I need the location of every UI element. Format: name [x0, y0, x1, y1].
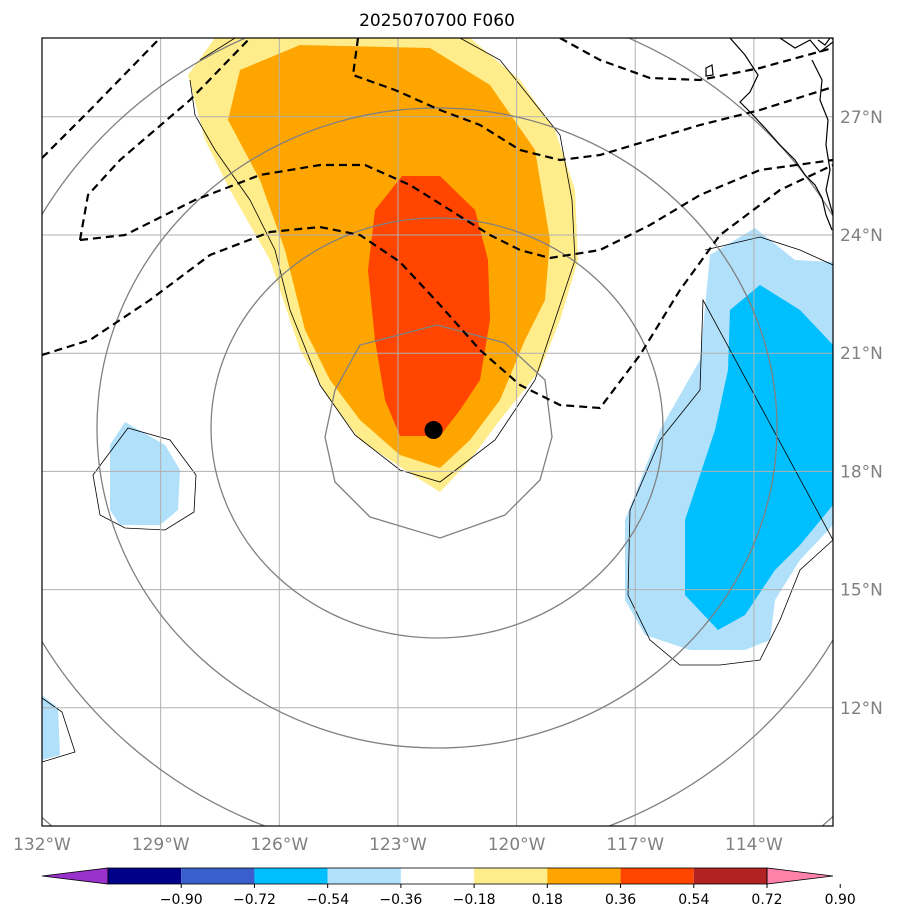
- range-ring-1: [324, 324, 553, 539]
- colorbar-tick-label: 0.72: [751, 892, 782, 908]
- range-ring-3: [96, 107, 778, 749]
- lon-tick-label: 114°W: [725, 835, 783, 855]
- colorbar-tick-label: −0.36: [379, 892, 422, 908]
- lon-tick-label: 126°W: [250, 835, 308, 855]
- lon-tick-label: 132°W: [13, 835, 71, 855]
- coastline: [705, 38, 833, 231]
- colorbar-segment: [474, 868, 548, 884]
- positive-anomaly-shading: [188, 38, 578, 492]
- colorbar-tick-label: −0.54: [306, 892, 349, 908]
- shade-0.54-0.72: [368, 176, 490, 436]
- lat-tick-label: 18°N: [840, 462, 883, 482]
- colorbar-extend-max: [766, 867, 834, 885]
- colorbar-segment: [547, 868, 621, 884]
- colorbar-tick-label: −0.72: [233, 892, 276, 908]
- lat-tick-label: 12°N: [840, 699, 883, 719]
- storm-center-marker: [424, 421, 443, 440]
- dashed-contours: [42, 38, 833, 410]
- longitude-labels: 132°W 129°W 126°W 123°W 120°W 117°W 114°W: [13, 835, 783, 855]
- colorbar-segment: [400, 868, 475, 884]
- colorbar-segment: [327, 868, 401, 884]
- coastline-mainland: [779, 38, 833, 216]
- lon-tick-label: 123°W: [369, 835, 427, 855]
- colorbar-segment: [181, 868, 255, 884]
- negative-outline-west: [92, 427, 197, 531]
- lat-tick-label: 27°N: [840, 108, 883, 128]
- dashed-contour-1: [42, 38, 161, 159]
- anomaly-outline-contours: [42, 38, 833, 763]
- range-ring-2: [210, 217, 664, 639]
- colorbar: −0.90 −0.72 −0.54 −0.36 −0.18 0.18 0.36 0.54 0.7…: [41, 867, 856, 908]
- shade-neg-0.36-0.54-east: [685, 285, 833, 630]
- colorbar-extend-min: [41, 867, 109, 885]
- coastline-island: [705, 64, 714, 77]
- colorbar-tick-label: 0.36: [605, 892, 636, 908]
- colorbar-segment: [108, 868, 182, 884]
- lon-tick-label: 117°W: [606, 835, 664, 855]
- shade-neg-0.18-0.36-corner: [42, 695, 60, 760]
- colorbar-segment: [254, 868, 328, 884]
- positive-outline: [189, 38, 576, 483]
- lon-tick-label: 120°W: [488, 835, 546, 855]
- lat-tick-label: 24°N: [840, 226, 883, 246]
- colorbar-tick-label: 0.18: [532, 892, 563, 908]
- gridlines: [42, 38, 833, 826]
- colorbar-tick-label: 0.54: [678, 892, 709, 908]
- coastline-baja: [729, 38, 833, 231]
- negative-anomaly-shading: [42, 228, 833, 760]
- colorbar-outline: [107, 867, 768, 885]
- negative-outline-east: [627, 236, 833, 666]
- negative-outline-corner: [42, 697, 76, 763]
- colorbar-tick-label: 0.90: [825, 892, 856, 908]
- shade-neg-0.18-0.36-west: [110, 422, 180, 525]
- colorbar-segment: [620, 868, 694, 884]
- latitude-labels: 12°N 15°N 18°N 21°N 24°N 27°N: [840, 108, 883, 719]
- dashed-contour-4: [351, 38, 833, 162]
- lat-tick-label: 21°N: [840, 344, 883, 364]
- dashed-contour-3: [79, 158, 833, 260]
- colorbar-segment: [693, 868, 767, 884]
- plot-frame: [41, 37, 834, 827]
- colorbar-tick-label: −0.90: [160, 892, 203, 908]
- lon-tick-label: 129°W: [132, 835, 190, 855]
- dashed-contour-5: [559, 38, 833, 82]
- coastline-gulf-isles: [817, 38, 831, 46]
- dashed-contour-6: [42, 164, 833, 410]
- lat-tick-label: 15°N: [840, 581, 883, 601]
- dashed-contour-2: [78, 38, 251, 241]
- map-title: 2025070700 F060: [359, 11, 515, 31]
- colorbar-tick-label: −0.18: [453, 892, 496, 908]
